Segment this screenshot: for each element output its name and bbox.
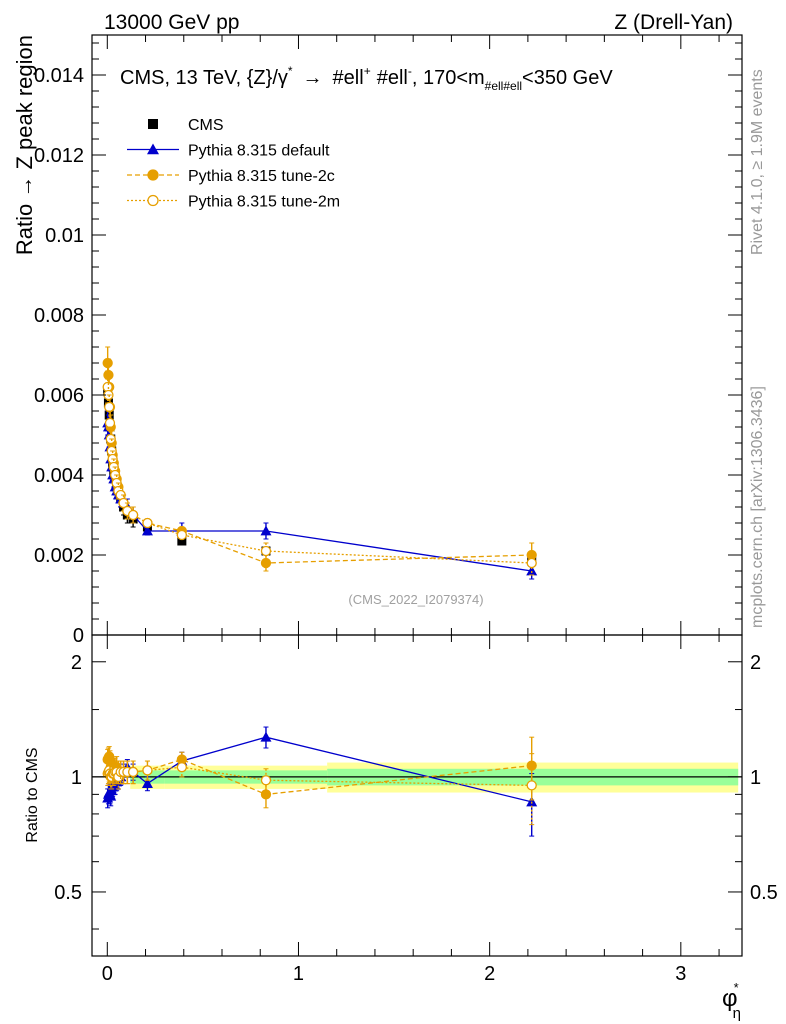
ratio-tune2m-point: [127, 766, 139, 778]
main-default-point: [526, 565, 538, 576]
legend-data-label: CMS: [188, 117, 224, 134]
ratio-y-tick-label: 2: [71, 652, 82, 674]
main-y-tick-label: 0.008: [34, 305, 84, 327]
main-tune2m-point: [526, 557, 537, 569]
legend-item-data: CMS: [148, 117, 224, 134]
mcplots-label: mcplots.cern.ch [arXiv:1306.3436]: [749, 386, 766, 628]
x-tick-label: 2: [484, 963, 495, 985]
header-right: Z (Drell-Yan): [614, 11, 733, 34]
x-tick-label: 1: [293, 963, 304, 985]
main-series-tune2c: [102, 346, 537, 572]
legend-default-marker: [147, 143, 159, 155]
header-left: 13000 GeV pp: [104, 11, 239, 34]
ratio-y-tick-label: 0.5: [54, 882, 82, 904]
main-tune2c-point: [260, 557, 272, 569]
main-y-tick-label: 0.01: [45, 225, 84, 247]
ratio-y-tick-label-right: 0.5: [750, 882, 778, 904]
legend-data-marker: [148, 119, 158, 129]
rivet-label: Rivet 4.1.0, ≥ 1.9M events: [749, 69, 766, 255]
ratio-plot-frame: [91, 634, 743, 957]
legend-item-tune2c: Pythia 8.315 tune-2c: [127, 168, 335, 185]
main-series-data: [103, 382, 537, 566]
main-tune2m-point: [260, 545, 272, 557]
legend-item-default: Pythia 8.315 default: [127, 143, 330, 160]
main-tune2c-line: [107, 362, 532, 564]
main-tune2m-point: [127, 509, 139, 521]
ratio-tune2m-point: [526, 780, 537, 791]
x-axis-label: φ* η: [722, 980, 741, 1022]
analysis-watermark: (CMS_2022_I2079374): [348, 592, 483, 607]
legend-default-label: Pythia 8.315 default: [188, 143, 330, 160]
legend-tune2m-label: Pythia 8.315 tune-2m: [188, 194, 340, 211]
legend-tune2c-marker: [147, 169, 159, 181]
main-y-tick-label: 0.006: [34, 385, 84, 407]
ratio-tune2m-point: [142, 765, 153, 776]
main-y-tick-label: 0: [73, 625, 84, 647]
main-default-point: [260, 525, 272, 536]
ratio-y-tick-label: 1: [71, 767, 82, 789]
ratio-default-point: [526, 796, 538, 807]
legend-tune2c-label: Pythia 8.315 tune-2c: [188, 168, 335, 185]
main-y-tick-label: 0.014: [34, 65, 84, 87]
ratio-default-point: [141, 778, 153, 789]
ratio-y-tick-label-right: 2: [750, 652, 761, 674]
ratio-tune2c-point: [260, 789, 272, 800]
main-default-point: [141, 525, 153, 536]
ratio-default-point: [105, 790, 117, 801]
ratio-default-point: [260, 731, 272, 742]
main-title: CMS, 13 TeV, {Z}/γ* → #ell+ #ell-, 170<m#el…: [120, 64, 613, 93]
main-tune2m-point: [142, 517, 153, 529]
main-tune2m-point: [176, 529, 188, 541]
legend-item-tune2m: Pythia 8.315 tune-2m: [127, 194, 340, 211]
main-y-axis-label: Ratio → Z peak region: [12, 35, 37, 255]
main-data-point: [177, 536, 187, 546]
legend-tune2m-marker: [147, 194, 159, 207]
main-tune2c-point: [102, 357, 113, 369]
main-default-line: [107, 422, 532, 572]
main-y-tick-label: 0.012: [34, 145, 84, 167]
ratio-tune2m-point: [176, 762, 188, 773]
main-tune2m-point: [104, 417, 116, 429]
main-tune2m-point: [104, 401, 115, 413]
main-y-tick-label: 0.002: [34, 545, 84, 567]
ratio-series-tune2m: [102, 753, 537, 826]
ratio-y-tick-label-right: 1: [750, 767, 761, 789]
main-series-tune2m: [102, 370, 537, 576]
main-y-tick-label: 0.004: [34, 465, 84, 487]
main-tune2m-line: [107, 386, 532, 564]
ratio-tune2m-point: [260, 775, 272, 786]
ratio-y-axis-label: Ratio to CMS: [24, 747, 41, 842]
x-tick-label: 0: [102, 963, 113, 985]
x-tick-label: 3: [675, 963, 686, 985]
